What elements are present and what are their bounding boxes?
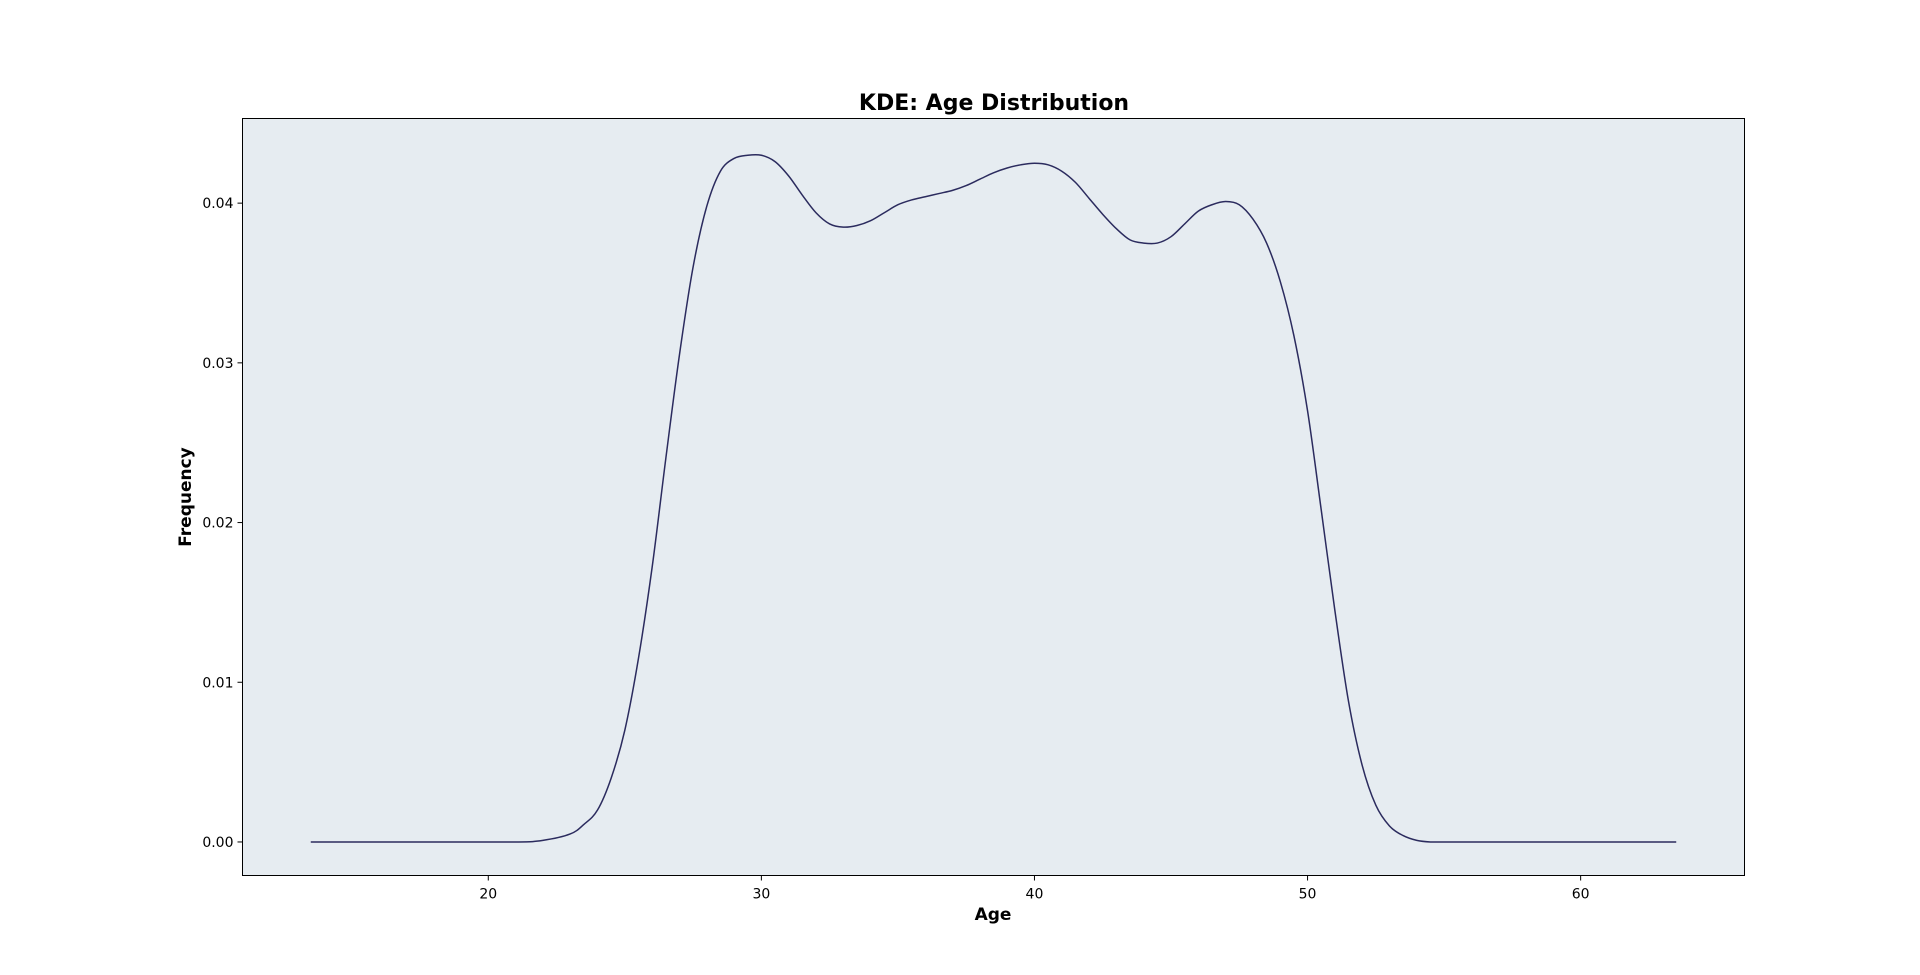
x-tick-label: 60: [1572, 887, 1590, 903]
y-tick-label: 0.03: [202, 356, 233, 372]
y-axis-label: Frequency: [176, 447, 196, 547]
plot-area: [242, 118, 1745, 876]
y-tick-label: 0.02: [202, 516, 233, 532]
x-tick-label: 30: [752, 887, 770, 903]
chart-title: KDE: Age Distribution: [859, 91, 1129, 116]
x-tick-label: 20: [479, 887, 497, 903]
y-axis: 0.00 0.01 0.02 0.03 0.04: [202, 196, 243, 851]
plot-frame: [242, 118, 1745, 876]
y-tick-label: 0.00: [202, 835, 233, 851]
x-tick-label: 50: [1299, 887, 1317, 903]
y-tick-label: 0.01: [202, 675, 233, 691]
kde-line: [310, 153, 1677, 843]
x-axis-label: Age: [975, 905, 1012, 925]
x-tick-label: 40: [1026, 887, 1044, 903]
y-tick-label: 0.04: [202, 196, 233, 212]
x-axis: 20 30 40 50 60: [479, 875, 1590, 903]
